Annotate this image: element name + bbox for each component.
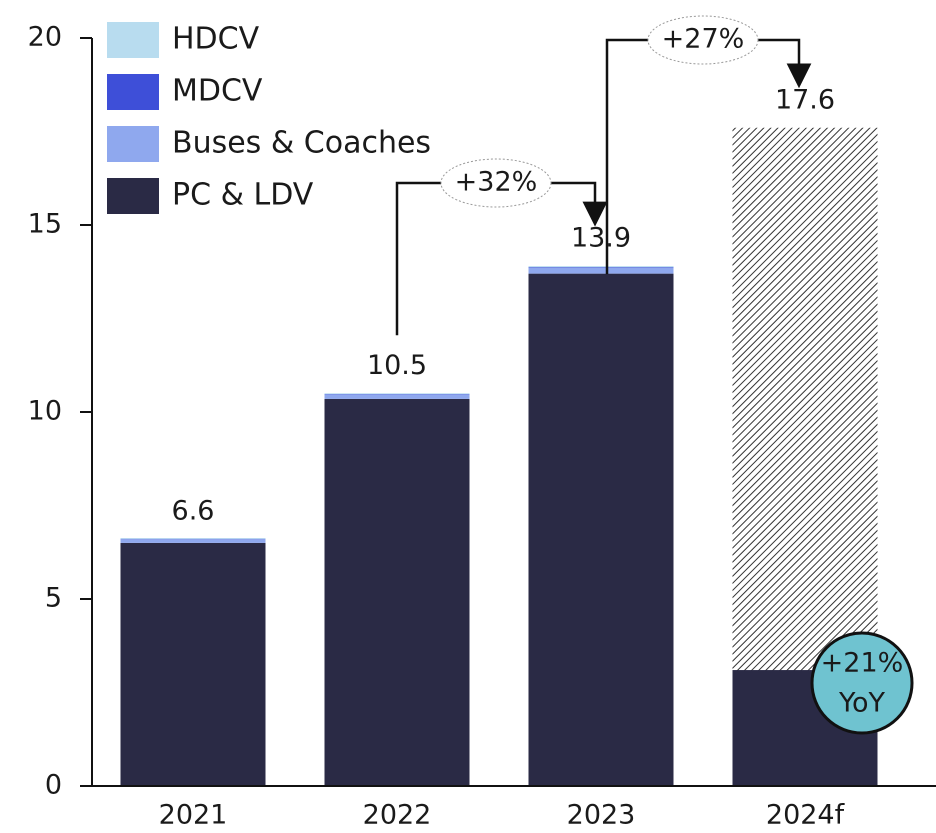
bar-segment (120, 539, 266, 543)
total-label: 13.9 (571, 223, 631, 254)
y-tick-label: 0 (45, 770, 62, 801)
y-tick-label: 5 (45, 583, 62, 614)
legend-swatch (107, 126, 159, 162)
x-tick-label: 2024f (766, 800, 846, 831)
legend-label: Buses & Coaches (172, 126, 431, 161)
legend-label: HDCV (172, 22, 260, 57)
y-tick-label: 20 (28, 22, 62, 53)
badge-label: +21% (821, 648, 904, 679)
x-tick-label: 2023 (567, 800, 636, 831)
annotation-label: +32% (455, 167, 538, 198)
yoy-badge (810, 631, 914, 735)
x-tick-label: 2021 (159, 800, 228, 831)
bar-segment (120, 542, 266, 786)
y-tick-label: 15 (28, 209, 62, 240)
total-label: 17.6 (775, 84, 835, 115)
bar-segment (324, 398, 470, 786)
bar-segment (528, 268, 674, 274)
bar-segment (528, 266, 674, 268)
legend-label: MDCV (172, 74, 263, 109)
y-tick-label: 10 (28, 396, 62, 427)
badge-label: YoY (838, 688, 885, 719)
legend-swatch (107, 178, 159, 214)
annotation-label: +27% (662, 24, 745, 55)
annotation-bubble (647, 15, 759, 65)
total-label: 6.6 (172, 496, 215, 527)
bar-segment (120, 538, 266, 539)
bar-segment (528, 273, 674, 786)
legend-swatch (107, 74, 159, 110)
total-label: 10.5 (367, 350, 427, 381)
bar-segment (324, 394, 470, 399)
legend-label: PC & LDV (172, 178, 314, 213)
bar-segment (324, 393, 470, 395)
annotation-bubble (440, 158, 552, 208)
legend-swatch (107, 22, 159, 58)
x-tick-label: 2022 (363, 800, 432, 831)
bar-segment (528, 267, 674, 269)
